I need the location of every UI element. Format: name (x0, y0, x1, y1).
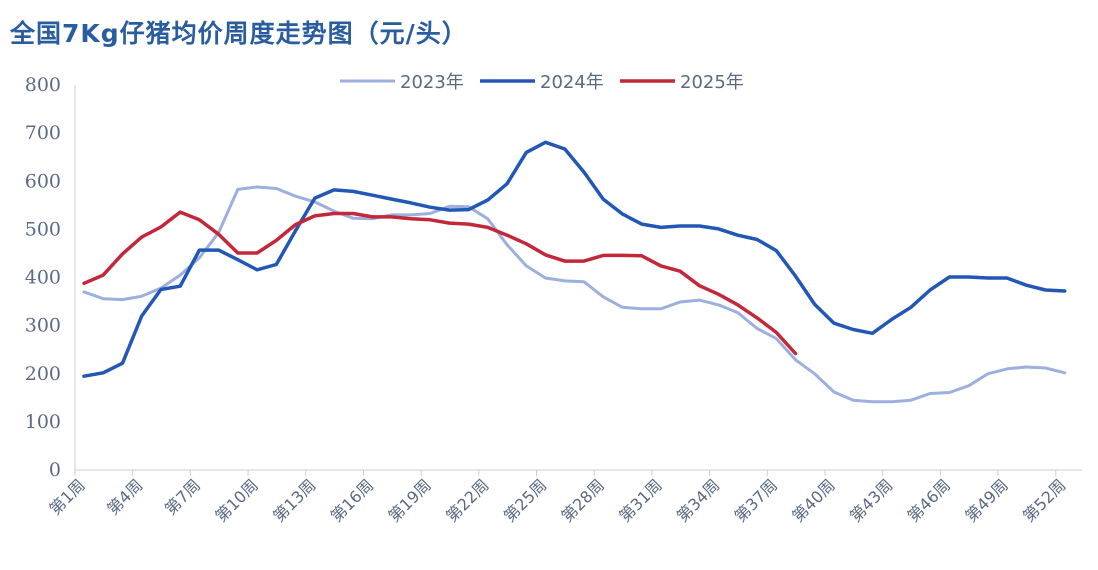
y-tick-label: 0 (49, 459, 61, 481)
y-tick-label: 300 (25, 315, 61, 337)
y-tick-label: 600 (25, 170, 61, 192)
x-tick-label: 第40周 (788, 475, 838, 525)
x-tick-label: 第25周 (500, 475, 550, 525)
x-tick-label: 第34周 (673, 475, 723, 525)
y-tick-label: 700 (25, 122, 61, 144)
x-tick-label: 第22周 (442, 475, 492, 525)
legend-label: 2023年 (400, 72, 464, 93)
y-tick-label: 500 (25, 218, 61, 240)
legend-label: 2025年 (680, 72, 744, 93)
x-tick-label: 第37周 (731, 475, 781, 525)
series-line-2023 (82, 185, 1067, 404)
x-tick-label: 第49周 (961, 475, 1011, 525)
y-tick-label: 400 (25, 267, 61, 289)
x-tick-label: 第46周 (904, 475, 954, 525)
x-tick-label: 第13周 (269, 475, 319, 525)
legend-label: 2024年 (540, 72, 604, 93)
x-tick-label: 第28周 (558, 475, 608, 525)
series-line-2024 (82, 140, 1067, 378)
x-tick-labels: 第1周 第4周 第7周 第10周 第13周 第16周 第19周 第22周 第25周 第28周 第31… (46, 475, 1070, 525)
x-tick-label: 第31周 (615, 475, 665, 525)
y-tick-labels: 0 100 200 300 400 500 600 700 800 (25, 74, 61, 481)
y-tick-label: 800 (25, 74, 61, 96)
series-line-2025 (82, 210, 798, 356)
legend: 2023年 2024年 2025年 (340, 72, 744, 93)
axes (74, 85, 1082, 476)
x-tick-label: 第19周 (384, 475, 434, 525)
y-tick-label: 200 (25, 363, 61, 385)
x-tick-label: 第1周 (46, 475, 89, 518)
x-tick-label: 第7周 (161, 475, 204, 518)
chart-title: 全国7Kg仔猪均价周度走势图（元/头） (10, 19, 468, 48)
x-tick-label: 第16周 (327, 475, 377, 525)
x-tick-label: 第10周 (211, 475, 261, 525)
x-tick-label: 第52周 (1019, 475, 1069, 525)
x-tick-label: 第43周 (846, 475, 896, 525)
series-lines (82, 140, 1067, 404)
x-tick-label: 第4周 (103, 475, 146, 518)
y-tick-label: 100 (25, 411, 61, 433)
